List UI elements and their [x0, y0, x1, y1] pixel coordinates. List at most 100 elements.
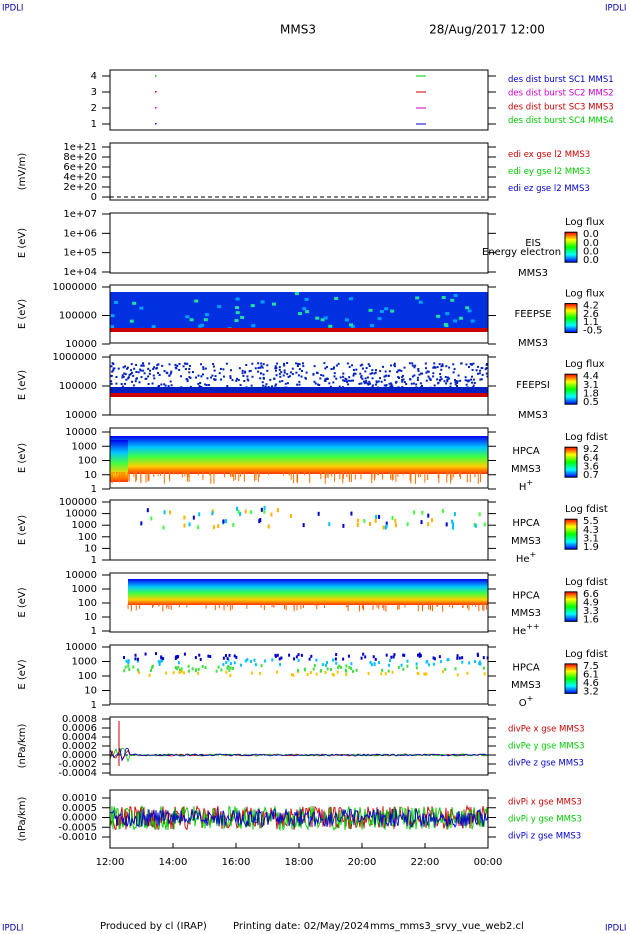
- side-sup: +: [526, 477, 533, 486]
- spectrum-speck: [286, 373, 289, 376]
- spectrum-speck: [467, 365, 470, 368]
- spectrum-speck: [425, 379, 428, 382]
- spectrum-speck: [152, 367, 155, 370]
- spectrum-speck: [458, 656, 461, 660]
- legend-entry: des dist burst SC4 MMS4: [508, 116, 614, 126]
- spectrum-speck: [470, 319, 475, 323]
- spectrum-speck: [195, 376, 198, 379]
- footer-file: mms_mms3_srvy_vue_web2.cl: [370, 921, 524, 932]
- spectrum-speck: [468, 661, 471, 665]
- spectrum-speck: [135, 370, 138, 373]
- spectrum-speck: [296, 383, 299, 386]
- spectrum-speck: [274, 369, 277, 372]
- spectrum-speck: [143, 372, 146, 375]
- spectrum-speck: [257, 370, 260, 373]
- spectrum-speck: [151, 325, 156, 329]
- side-text: MMS3: [511, 464, 541, 475]
- spectrum-speck: [204, 367, 207, 370]
- spectrum-speck: [385, 521, 388, 526]
- spectrum-speck: [452, 522, 455, 527]
- spectrum-speck: [129, 319, 134, 323]
- legend-entry: edi ex gse l2 MMS3: [508, 150, 590, 160]
- spectrum-speck: [297, 668, 300, 672]
- spectrum-speck: [328, 522, 331, 527]
- spectrum-speck: [414, 364, 417, 367]
- spectrum-speck: [448, 377, 451, 380]
- spectrum-speck: [475, 369, 478, 372]
- colorbar-label: 3.2: [583, 686, 599, 697]
- side-text: HPCA: [512, 590, 540, 601]
- spectrum-speck: [251, 362, 254, 365]
- footer-date: Printing date: 02/May/2024: [233, 921, 369, 932]
- spectrum-speck: [180, 667, 183, 671]
- spectrum-speck: [132, 301, 137, 305]
- spectrum-speck: [123, 656, 126, 660]
- spectrum-speck: [280, 656, 283, 660]
- side-label: HPCA: [512, 662, 540, 673]
- side-text: HPCA: [512, 662, 540, 673]
- spectrum-speck: [345, 378, 348, 381]
- spectrum-speck: [233, 661, 236, 665]
- spectrum-speck: [204, 313, 209, 317]
- spectrum-speck: [276, 670, 279, 674]
- spectrum-speck: [365, 380, 368, 383]
- spectrum-speck: [406, 664, 409, 668]
- spectrum-speck: [251, 375, 254, 378]
- spectrum-speck: [182, 365, 185, 368]
- spectrum-speck: [441, 670, 444, 674]
- spectrum-speck: [419, 654, 422, 658]
- spectrum-speck: [451, 519, 454, 524]
- spectrum-speck: [456, 673, 459, 677]
- spectrum-speck: [394, 523, 397, 528]
- spectrum-speck: [328, 382, 331, 385]
- spectrum-speck: [163, 370, 166, 373]
- spectrum-speck: [359, 372, 362, 375]
- spectrum-speck: [117, 367, 120, 370]
- spectrum-speck: [176, 654, 179, 658]
- spectrum-speck: [189, 377, 192, 380]
- spectrum-speck: [259, 377, 262, 380]
- spectrum-speck: [213, 369, 216, 372]
- spectrum-speck: [329, 385, 332, 388]
- y-tick-label: 1: [91, 555, 97, 566]
- spectrum-speck: [388, 382, 391, 385]
- spectrum-speck: [247, 379, 250, 382]
- spectrum-speck: [267, 524, 270, 529]
- spectrum-speck: [401, 380, 404, 383]
- y-tick-label: 10: [84, 470, 97, 481]
- spectrum-speck: [123, 372, 126, 375]
- spectrum-speck: [212, 363, 215, 366]
- spectrum-speck: [326, 667, 329, 671]
- spectrum-speck: [257, 362, 260, 365]
- spectrum-speck: [405, 383, 408, 386]
- spectrum-speck: [384, 374, 387, 377]
- spectrum-speck: [403, 366, 406, 369]
- spectrum-speck: [220, 668, 223, 672]
- spectrum-speck: [358, 382, 361, 385]
- spectrum-speck: [458, 316, 463, 320]
- spectrum-speck: [342, 372, 345, 375]
- spectrum-speck: [243, 370, 246, 373]
- side-text: MMS3: [511, 536, 541, 547]
- spectrum-speck: [345, 673, 348, 677]
- spectrum-speck: [244, 371, 247, 374]
- y-tick-label: 10: [84, 543, 97, 554]
- spectrum-speck: [452, 371, 455, 374]
- legend-entry: divPe y gse MMS3: [508, 742, 585, 752]
- spectrum-speck: [441, 295, 446, 299]
- spectrum-speck: [126, 366, 129, 369]
- spectrum-speck: [305, 371, 308, 374]
- spectrum-speck: [369, 372, 372, 375]
- spectrum-speck: [260, 362, 263, 365]
- spectrum-speck: [446, 376, 449, 379]
- spectrum-speck: [345, 664, 348, 668]
- spectrum-speck: [323, 379, 326, 382]
- spectrum-speck: [352, 374, 355, 377]
- spectrum-speck: [197, 525, 200, 530]
- spectrum-speck: [364, 370, 367, 373]
- spectrum-speck: [235, 379, 238, 382]
- spectrum-speck: [188, 522, 191, 527]
- spectrum-speck: [367, 672, 370, 676]
- spectrum-speck: [250, 671, 253, 675]
- spectrum-speck: [479, 369, 482, 372]
